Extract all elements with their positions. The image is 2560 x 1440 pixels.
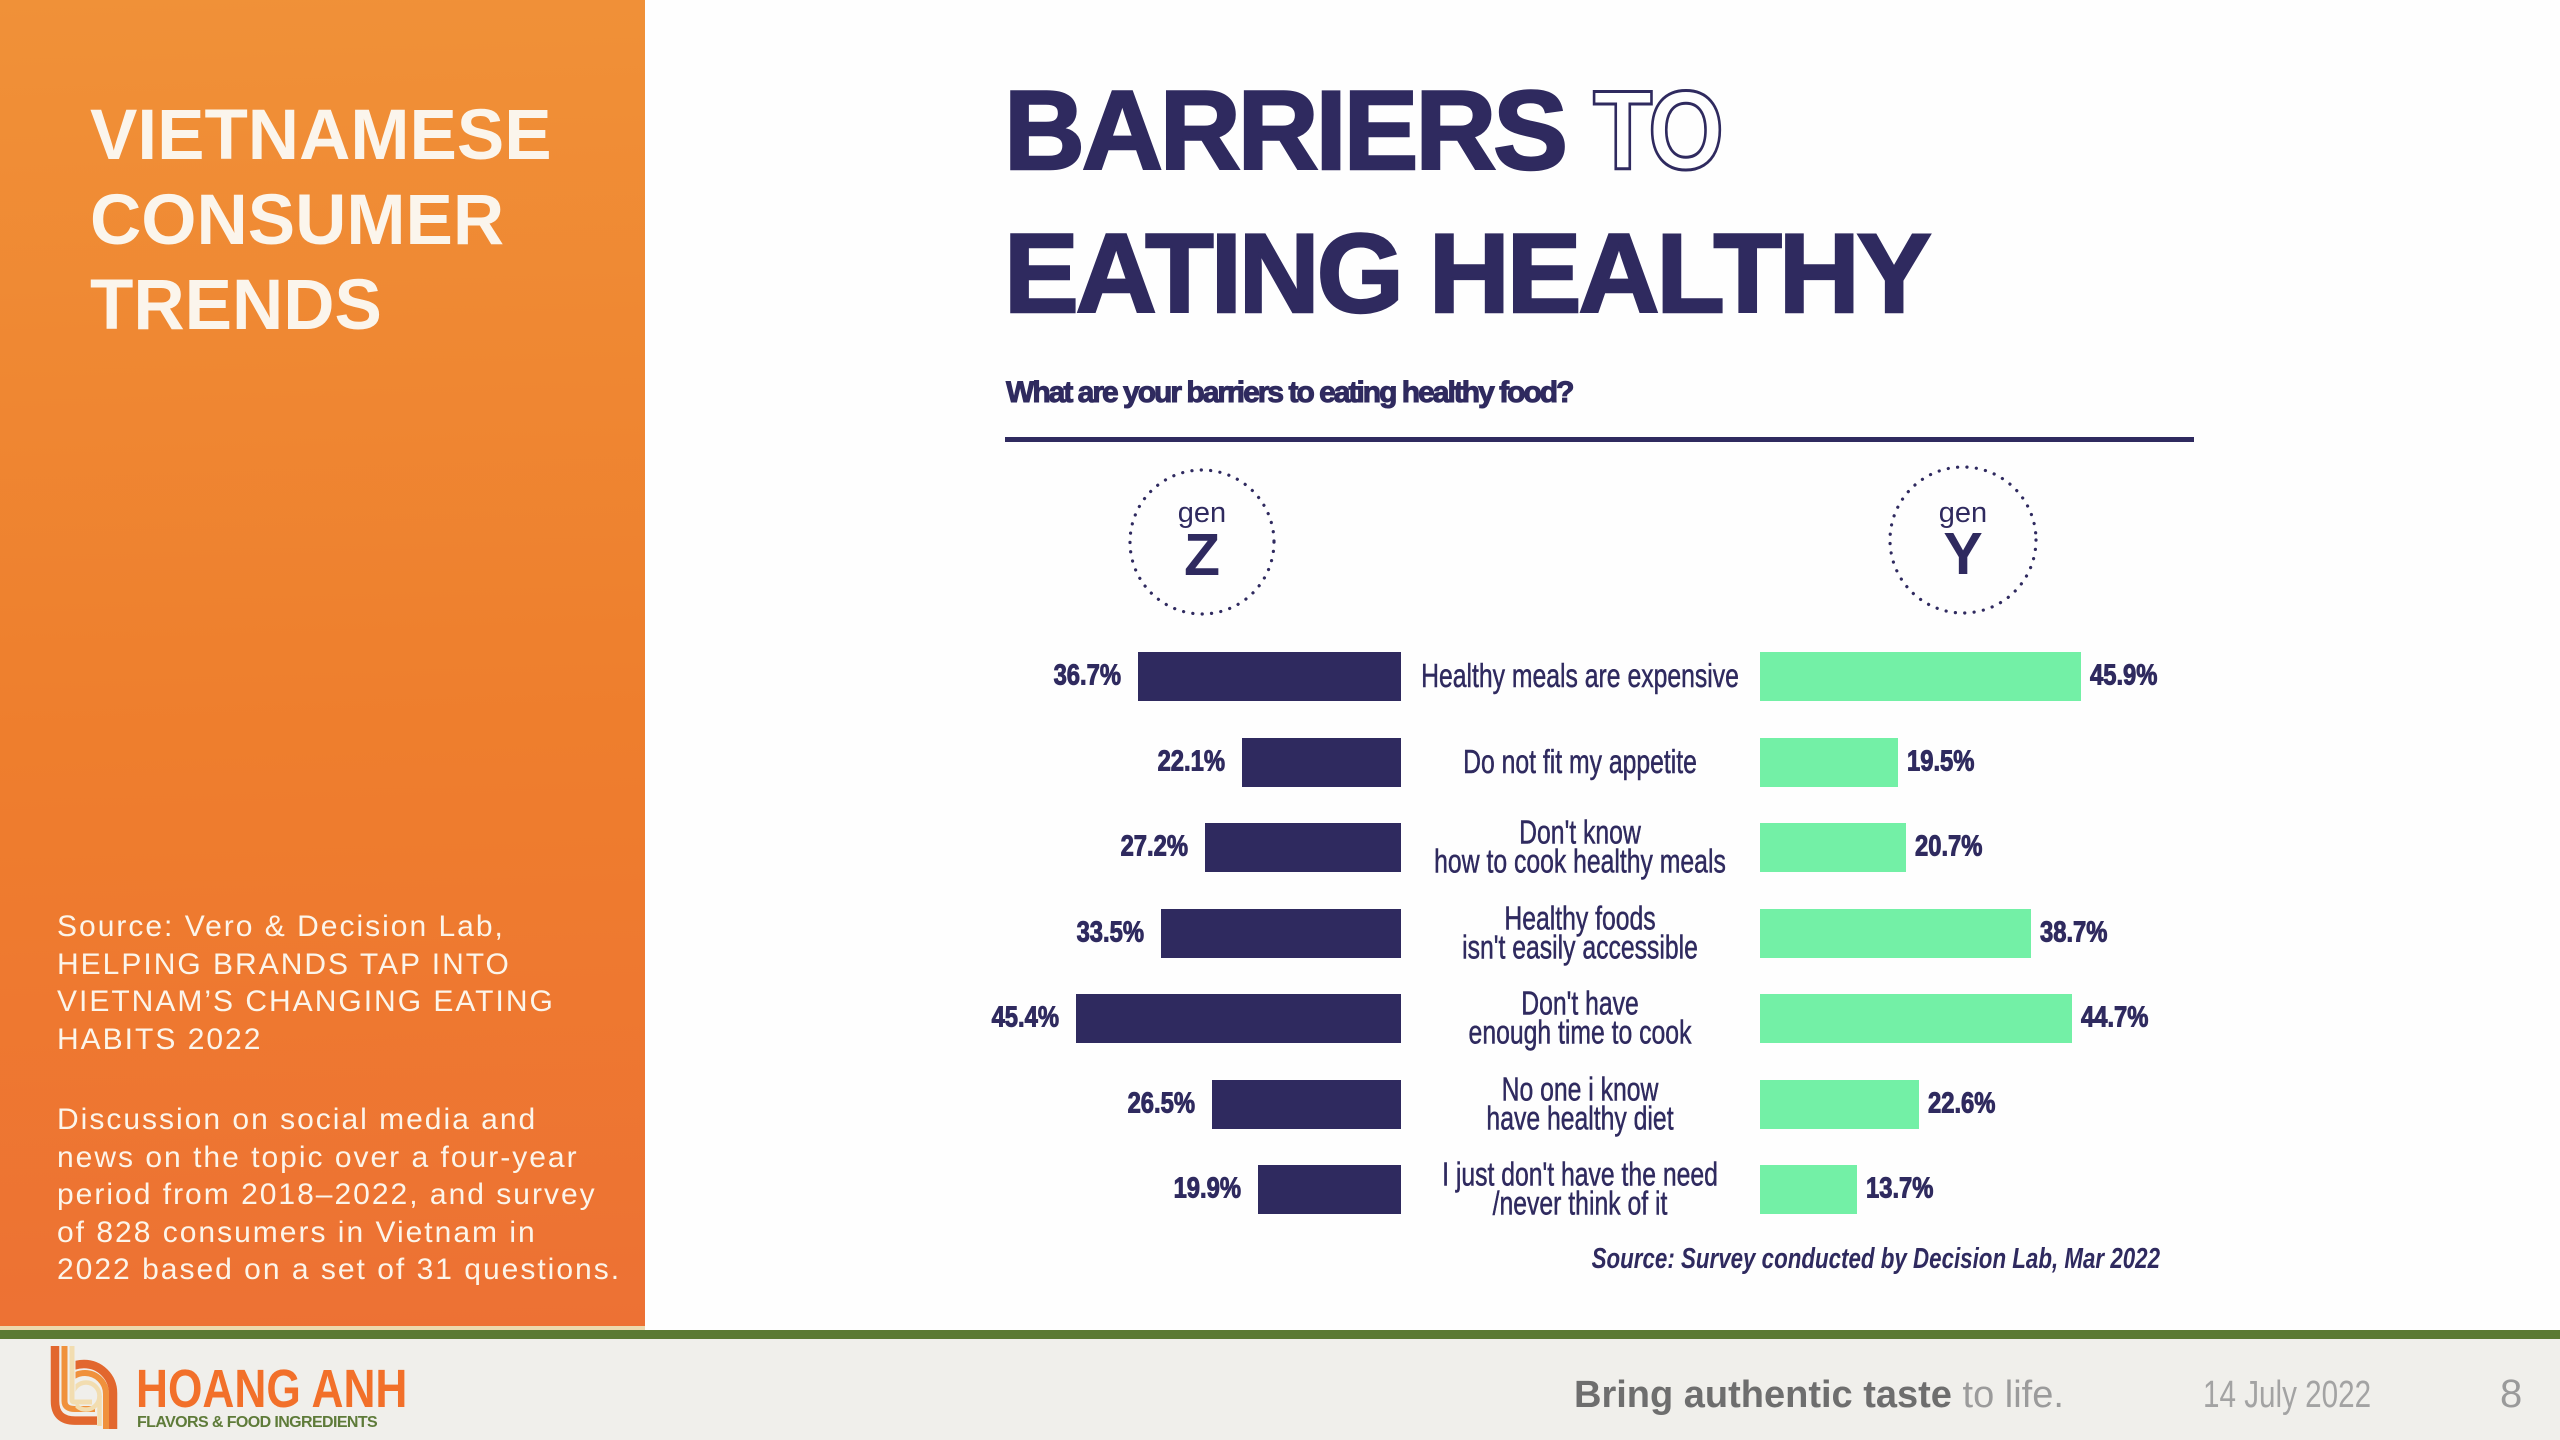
svg-text:Z: Z <box>1184 522 1220 588</box>
svg-text:gen: gen <box>1939 497 1987 529</box>
svg-text:gen: gen <box>1178 497 1226 529</box>
svg-text:Y: Y <box>1943 521 1982 587</box>
